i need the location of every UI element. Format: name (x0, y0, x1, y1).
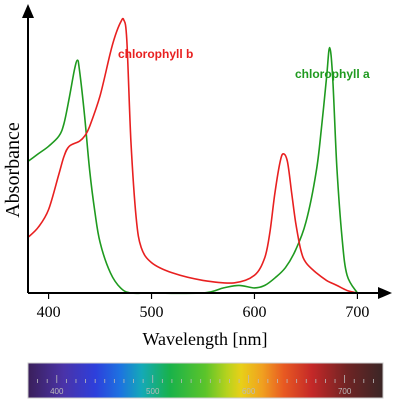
x-tick-label-700: 700 (345, 304, 369, 321)
spectrum-tick-label-700: 700 (338, 387, 352, 396)
x-axis-arrow (378, 287, 392, 299)
series-label-chlorophyll-a: chlorophyll a (295, 67, 370, 81)
x-ticks: 400 500 600 700 (37, 293, 369, 321)
series-label-chlorophyll-b: chlorophyll b (118, 47, 193, 61)
y-axis-arrow (22, 4, 34, 18)
spectrum-tick-label-400: 400 (50, 387, 64, 396)
x-tick-label-600: 600 (242, 304, 266, 321)
spectrum-tick-label-500: 500 (146, 387, 160, 396)
x-tick-label-500: 500 (140, 304, 164, 321)
spectrum-bar (27, 362, 384, 399)
x-tick-label-400: 400 (37, 304, 61, 321)
series-line-chlorophyll-b (27, 17, 358, 294)
spectrum-tick-label-600: 600 (242, 387, 256, 396)
y-axis-label: Absorbance (2, 122, 24, 218)
spectrum-ticks: 400 500 600 700 (37, 375, 374, 396)
x-axis-label: Wavelength [nm] (142, 329, 267, 349)
series-line-chlorophyll-a (27, 46, 359, 295)
